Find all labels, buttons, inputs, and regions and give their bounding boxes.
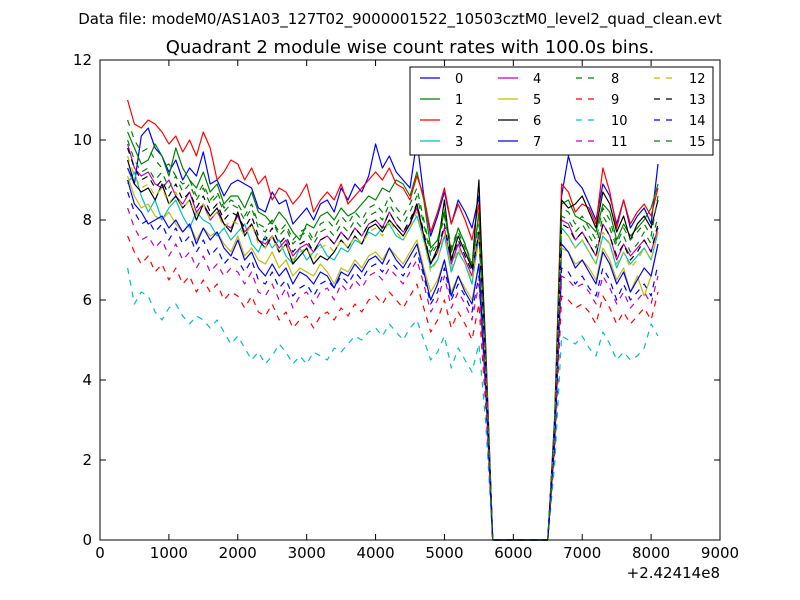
series-line-10 (127, 267, 659, 541)
legend-label-5: 5 (533, 93, 541, 108)
series-line-11 (127, 207, 659, 541)
legend-label-10: 10 (611, 114, 628, 129)
legend-label-3: 3 (455, 135, 463, 150)
legend-label-12: 12 (689, 72, 706, 87)
x-offset-label: +2.42414e8 (627, 564, 720, 582)
series-line-7 (127, 179, 659, 541)
legend-box (409, 66, 714, 156)
legend-label-13: 13 (689, 93, 706, 108)
figure-suptitle: Data file: modeM0/AS1A03_127T02_90000015… (78, 10, 722, 29)
legend-label-14: 14 (689, 114, 706, 129)
series-line-15 (127, 139, 659, 541)
y-tick-label-2: 2 (82, 451, 92, 469)
legend-label-2: 2 (455, 114, 463, 129)
x-tick-label-1000: 1000 (150, 544, 188, 562)
legend-label-11: 11 (611, 135, 628, 150)
x-tick-label-6000: 6000 (494, 544, 532, 562)
y-tick-label-0: 0 (82, 531, 92, 549)
x-tick-label-2000: 2000 (219, 544, 257, 562)
legend-label-4: 4 (533, 72, 541, 87)
y-tick-label-6: 6 (82, 291, 92, 309)
series-line-6 (127, 159, 659, 541)
y-tick-label-12: 12 (73, 51, 92, 69)
chart-title: Quadrant 2 module wise count rates with … (166, 37, 655, 58)
series-layer (127, 99, 659, 541)
series-line-9 (127, 235, 659, 541)
series-line-8 (127, 119, 659, 541)
x-tick-label-9000: 9000 (701, 544, 739, 562)
y-tick-label-4: 4 (82, 371, 92, 389)
y-tick-label-8: 8 (82, 211, 92, 229)
axes-layer: 0 1000 2000 3000 4000 5000 6000 7000 8000 9000 0 2 4… (73, 51, 739, 562)
y-tick-label-10: 10 (73, 131, 92, 149)
series-line-14 (127, 191, 659, 541)
x-tick-label-4000: 4000 (356, 544, 394, 562)
legend-label-9: 9 (611, 93, 619, 108)
x-tick-label-5000: 5000 (425, 544, 463, 562)
series-line-0 (127, 127, 659, 541)
legend-label-7: 7 (533, 135, 541, 150)
legend-label-6: 6 (533, 114, 541, 129)
x-tick-label-7000: 7000 (563, 544, 601, 562)
x-tick-label-3000: 3000 (288, 544, 326, 562)
series-line-12 (127, 155, 659, 541)
x-tick-label-0: 0 (95, 544, 105, 562)
legend-label-15: 15 (689, 135, 706, 150)
series-line-13 (127, 147, 659, 541)
legend-label-8: 8 (611, 72, 619, 87)
legend-label-0: 0 (455, 72, 463, 87)
legend-label-1: 1 (455, 93, 463, 108)
series-line-1 (127, 131, 659, 541)
series-line-2 (127, 99, 659, 541)
x-tick-label-8000: 8000 (632, 544, 670, 562)
